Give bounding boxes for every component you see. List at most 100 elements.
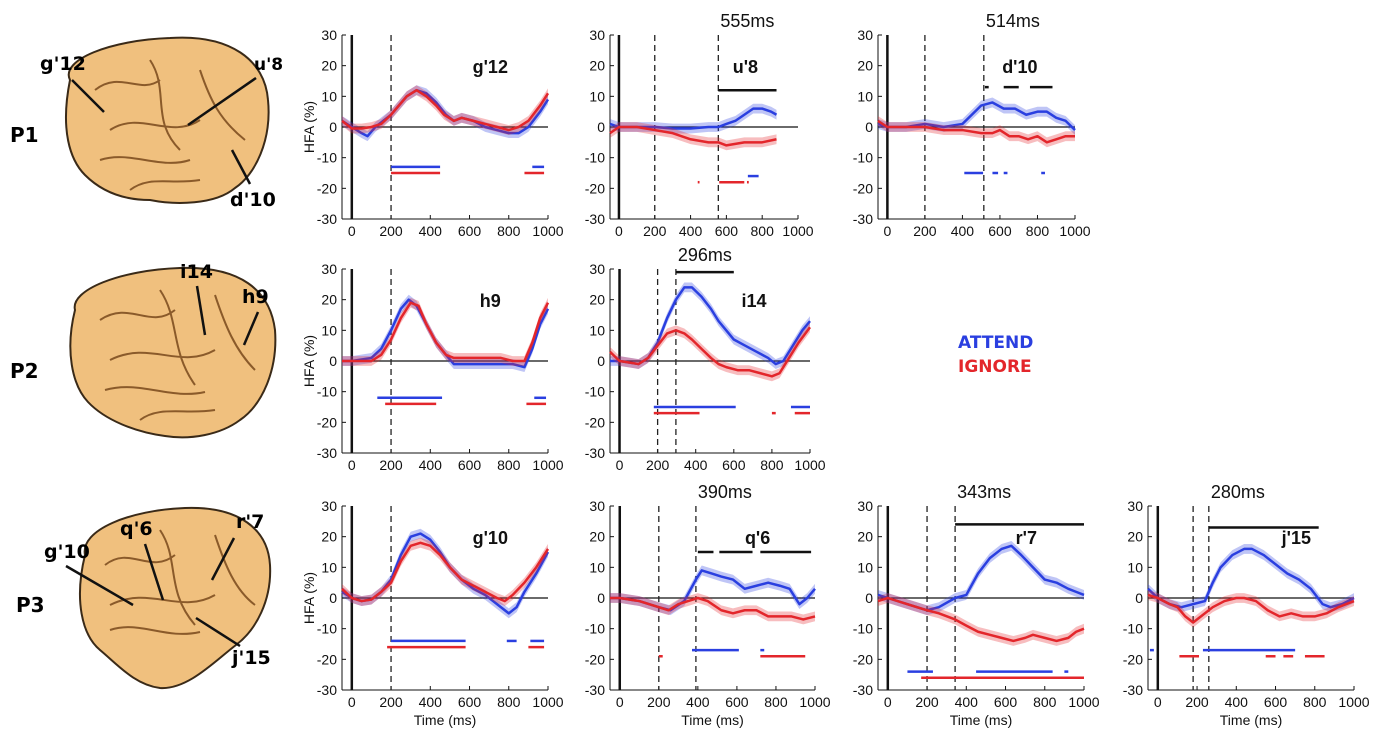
panel-gp10: -30 -20 -10 0 10 20 30 0 200 400 600 800 1000 g'10 HFA… bbox=[301, 498, 564, 728]
x-tick-label: 600 bbox=[458, 694, 482, 710]
electrode-title: u'8 bbox=[733, 57, 758, 77]
series-band-ignore bbox=[878, 593, 1084, 646]
electrode-title: i14 bbox=[741, 291, 766, 311]
x-tick-label: 200 bbox=[643, 223, 667, 239]
y-tick-label: -30 bbox=[317, 682, 337, 698]
x-tick-label: 200 bbox=[379, 457, 403, 473]
y-tick-label: 10 bbox=[321, 88, 337, 104]
y-tick-label: -30 bbox=[585, 682, 605, 698]
y-tick-label: 0 bbox=[597, 590, 605, 606]
pointer-line bbox=[71, 79, 105, 113]
y-tick-label: -10 bbox=[585, 150, 605, 166]
latency-label: 343ms bbox=[957, 482, 1011, 502]
series-band-ignore bbox=[342, 85, 548, 135]
x-tick-label: 800 bbox=[764, 694, 788, 710]
y-tick-label: 0 bbox=[1135, 590, 1143, 606]
y-tick-label: 30 bbox=[589, 498, 605, 514]
series-band-ignore bbox=[610, 593, 815, 625]
series-band-ignore bbox=[342, 297, 548, 366]
x-tick-label: 400 bbox=[684, 457, 708, 473]
y-tick-label: -30 bbox=[1123, 682, 1143, 698]
y-tick-label: -10 bbox=[853, 150, 873, 166]
y-tick-label: 10 bbox=[321, 559, 337, 575]
y-tick-label: 20 bbox=[589, 58, 605, 74]
y-tick-label: 0 bbox=[865, 590, 873, 606]
x-tick-label: 0 bbox=[883, 223, 891, 239]
y-tick-label: -10 bbox=[317, 150, 337, 166]
y-tick-label: -20 bbox=[585, 651, 605, 667]
x-tick-label: 800 bbox=[1303, 694, 1327, 710]
x-tick-label: 400 bbox=[955, 694, 979, 710]
y-tick-label: 20 bbox=[857, 529, 873, 545]
electrode-annotations-p3: g'10 q'6 r'7 j'15 bbox=[44, 511, 271, 669]
panel-jp15: -30 -20 -10 0 10 20 30 0 200 400 600 800 1000 j'15 280… bbox=[1123, 482, 1370, 728]
series-line-ignore bbox=[341, 541, 550, 603]
series-line-ignore bbox=[877, 119, 1075, 144]
series-line-ignore bbox=[609, 326, 812, 378]
x-tick-label: 200 bbox=[646, 457, 670, 473]
panel-i14: -30 -20 -10 0 10 20 30 0 200 400 600 800 1000 i14 296m… bbox=[585, 245, 826, 473]
latency-label: 296ms bbox=[678, 245, 732, 265]
x-tick-label: 400 bbox=[419, 694, 443, 710]
series-line-ignore bbox=[342, 301, 550, 363]
brain-p1 bbox=[64, 36, 270, 204]
legend-ignore: IGNORE bbox=[958, 357, 1032, 377]
x-tick-label: 0 bbox=[616, 694, 624, 710]
y-tick-label: -10 bbox=[317, 621, 337, 637]
x-tick-label: 0 bbox=[615, 223, 623, 239]
y-tick-label: 30 bbox=[589, 261, 605, 277]
electrode-title: q'6 bbox=[745, 528, 770, 548]
pointer-line bbox=[187, 76, 257, 127]
x-tick-label: 800 bbox=[760, 457, 784, 473]
series-band-attend bbox=[878, 97, 1075, 135]
x-tick-label: 1000 bbox=[799, 694, 830, 710]
electrode-label-i14: i14 bbox=[180, 261, 213, 283]
x-tick-label: 0 bbox=[348, 223, 356, 239]
series-band-ignore bbox=[342, 537, 548, 606]
electrode-title: r'7 bbox=[1016, 528, 1037, 548]
series-line-ignore bbox=[1147, 593, 1355, 624]
electrode-label-d10: d'10 bbox=[230, 189, 276, 211]
y-tick-label: -10 bbox=[853, 621, 873, 637]
x-tick-label: 0 bbox=[348, 694, 356, 710]
electrode-label-h9: h9 bbox=[242, 286, 269, 308]
series-band-attend bbox=[610, 565, 815, 616]
y-tick-label: 0 bbox=[329, 353, 337, 369]
x-tick-label: 200 bbox=[379, 694, 403, 710]
pointer-line bbox=[195, 616, 241, 648]
panel-up8: -30 -20 -10 0 10 20 30 0 200 400 600 800 1000 u'8 555m… bbox=[585, 11, 814, 239]
pointer-line bbox=[242, 311, 260, 346]
x-tick-label: 800 bbox=[497, 694, 521, 710]
y-axis-label: HFA (%) bbox=[301, 572, 317, 624]
series-line-attend bbox=[1147, 547, 1355, 609]
x-tick-label: 800 bbox=[1033, 694, 1057, 710]
y-tick-label: 20 bbox=[589, 529, 605, 545]
y-tick-label: -30 bbox=[585, 445, 605, 461]
series-band-attend bbox=[610, 282, 810, 369]
panel-qp6: -30 -20 -10 0 10 20 30 0 200 400 600 800 1000 q'6 390m… bbox=[585, 482, 831, 728]
y-tick-label: -10 bbox=[1123, 621, 1143, 637]
y-tick-label: -10 bbox=[585, 384, 605, 400]
x-tick-label: 400 bbox=[679, 223, 703, 239]
x-tick-label: 800 bbox=[1026, 223, 1050, 239]
x-tick-label: 0 bbox=[884, 694, 892, 710]
x-tick-label: 1000 bbox=[782, 223, 813, 239]
y-tick-label: -30 bbox=[585, 211, 605, 227]
x-tick-label: 200 bbox=[913, 223, 937, 239]
series-line-ignore bbox=[610, 596, 816, 621]
y-tick-label: -30 bbox=[317, 445, 337, 461]
latency-label: 514ms bbox=[986, 11, 1040, 31]
series-line-ignore bbox=[609, 125, 777, 147]
x-tick-label: 800 bbox=[751, 223, 775, 239]
x-tick-label: 600 bbox=[994, 694, 1018, 710]
x-tick-label: 200 bbox=[379, 223, 403, 239]
y-tick-label: 0 bbox=[329, 119, 337, 135]
x-tick-label: 600 bbox=[725, 694, 749, 710]
brain-p3 bbox=[79, 506, 272, 690]
y-axis-label: HFA (%) bbox=[301, 335, 317, 387]
y-tick-label: 10 bbox=[589, 88, 605, 104]
y-tick-label: 10 bbox=[589, 322, 605, 338]
electrode-title: g'10 bbox=[473, 528, 508, 548]
x-tick-label: 600 bbox=[988, 223, 1012, 239]
